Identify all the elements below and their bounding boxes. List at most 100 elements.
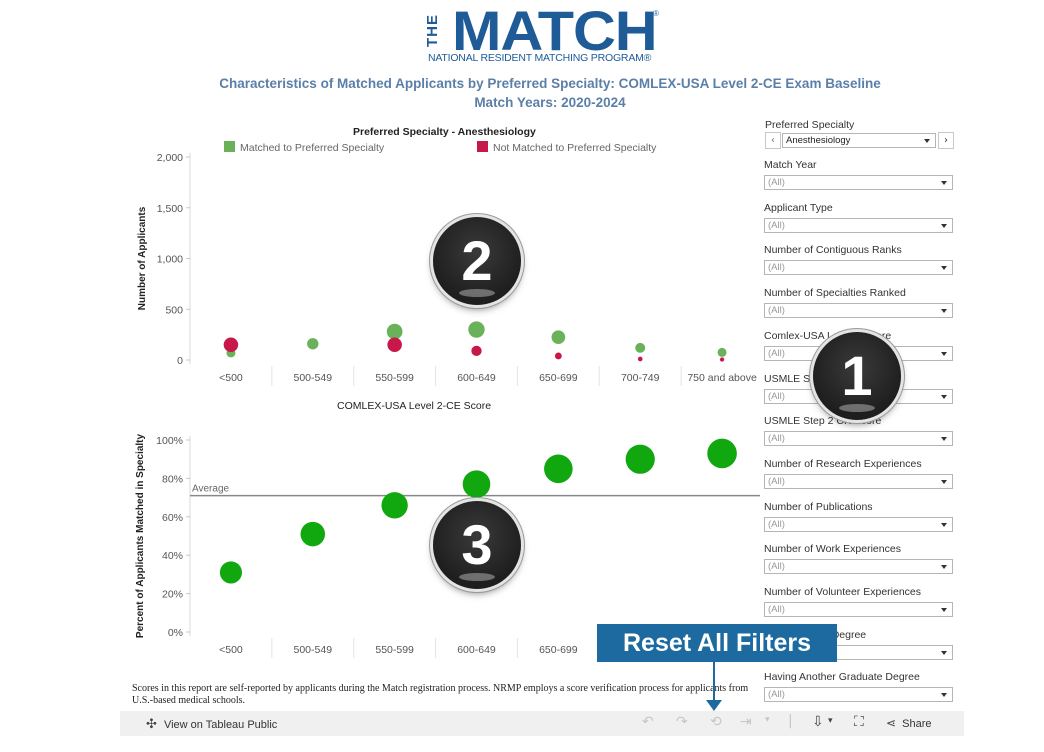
legend-matched[interactable]: Matched to Preferred Specialty — [224, 141, 384, 154]
legend-matched-swatch — [224, 141, 235, 152]
x-tick-label: 650-699 — [539, 644, 578, 656]
legend-matched-label: Matched to Preferred Specialty — [240, 142, 385, 154]
data-point[interactable] — [468, 321, 485, 338]
data-point[interactable] — [307, 338, 319, 350]
download-icon[interactable]: ⇩ — [812, 714, 824, 730]
data-point[interactable] — [635, 342, 646, 353]
filter-value: (All) — [768, 262, 785, 274]
y-tick-label: 1,000 — [157, 254, 183, 266]
chart-applicants-count[interactable]: 0 500 1,000 1,500 2,000 Number of Applicants <… — [128, 150, 763, 395]
data-point[interactable] — [300, 521, 326, 547]
chevron-right-icon: › — [944, 135, 948, 146]
legend-not-matched[interactable]: Not Matched to Preferred Specialty — [477, 141, 656, 154]
chevron-down-icon — [941, 693, 947, 698]
filter-label: Match Year — [764, 159, 817, 171]
toolbar-divider-icon: | — [788, 713, 793, 729]
x-tick-label: 550-599 — [375, 644, 414, 656]
filter-value: (All) — [768, 219, 785, 231]
legend-not-matched-swatch — [477, 141, 488, 152]
y-tick-label: 500 — [165, 304, 183, 316]
y-tick-label: 40% — [162, 550, 183, 562]
share-label: Share — [902, 718, 932, 730]
data-point[interactable] — [637, 356, 643, 362]
legend-not-matched-label: Not Matched to Preferred Specialty — [493, 142, 657, 154]
data-point[interactable] — [462, 470, 491, 498]
fullscreen-icon[interactable]: ⛶ — [854, 714, 864, 730]
chevron-down-icon — [941, 351, 947, 356]
filter-label: Number of Research Experiences — [764, 457, 922, 470]
chart1-title: Preferred Specialty - Anesthesiology — [353, 126, 536, 138]
data-point[interactable] — [719, 357, 725, 362]
download-dropdown-icon[interactable]: ▾ — [828, 716, 833, 726]
y-tick-label: 20% — [162, 589, 183, 601]
filter-value: (All) — [768, 561, 785, 573]
filter-label: Number of Specialties Ranked — [764, 287, 906, 300]
filter-value: (All) — [768, 433, 785, 445]
undo-icon[interactable]: ↶ — [642, 714, 654, 730]
filter-select[interactable]: (All) — [764, 687, 953, 703]
data-point[interactable] — [717, 347, 727, 357]
filter-next-button[interactable]: › — [938, 132, 954, 149]
x-tick-label: 600-649 — [457, 644, 496, 656]
view-on-tableau-link[interactable]: ✣ View on Tableau Public — [146, 716, 277, 732]
data-point[interactable] — [707, 438, 737, 469]
filter-value: (All) — [768, 347, 785, 359]
filter-select[interactable]: (All) — [764, 303, 953, 319]
x-tick-label: <500 — [219, 644, 243, 656]
chevron-down-icon — [941, 522, 947, 527]
chart-percent-matched[interactable]: 0% 20% 40% 60% 80% 100% Percent of Applicants … — [128, 420, 763, 670]
data-point[interactable] — [387, 337, 402, 353]
logo-registered-mark: ® — [653, 9, 659, 18]
chevron-down-icon — [941, 181, 947, 185]
data-point[interactable] — [381, 492, 408, 519]
reset-callout-arrow-icon — [706, 700, 722, 711]
filter-value: (All) — [768, 177, 785, 188]
chevron-down-icon — [941, 650, 947, 655]
data-point[interactable] — [551, 330, 566, 345]
filter-select[interactable]: (All) — [764, 217, 953, 233]
chevron-down-icon — [924, 139, 930, 143]
data-point[interactable] — [219, 561, 242, 584]
filter-select[interactable]: (All) — [764, 602, 953, 617]
filter-select[interactable]: (All) — [764, 431, 953, 447]
filter-value: (All) — [768, 475, 785, 487]
chevron-down-icon — [941, 437, 947, 442]
y-axis-title: Percent of Applicants Matched in Special… — [135, 434, 146, 639]
filter-label: Number of Publications — [764, 500, 873, 513]
step-badge-2: 2 — [433, 217, 521, 305]
data-point[interactable] — [386, 323, 403, 340]
step-badge-3: 3 — [433, 501, 521, 589]
chart-x-axis-title: COMLEX-USA Level 2-CE Score — [337, 400, 492, 412]
filter-select[interactable]: (All) — [764, 260, 953, 276]
y-tick-label: 80% — [162, 473, 183, 485]
data-point[interactable] — [544, 454, 573, 484]
chevron-down-icon — [941, 565, 947, 570]
share-button[interactable]: ⋖ Share — [886, 716, 931, 730]
filter-label: Having Another Graduate Degree — [764, 671, 920, 684]
chevron-down-icon — [941, 266, 947, 271]
view-on-tableau-label: View on Tableau Public — [163, 719, 278, 731]
filter-select[interactable]: (All) — [764, 473, 953, 489]
filter-select[interactable]: (All) — [764, 175, 953, 190]
revert-icon[interactable]: ⟲ — [710, 714, 722, 730]
y-tick-label: 2,000 — [157, 152, 183, 164]
x-tick-label: 500-549 — [294, 372, 333, 384]
filter-prev-button[interactable]: ‹ — [765, 132, 781, 149]
filter-select[interactable]: (All) — [764, 516, 953, 532]
share-icon: ⋖ — [886, 716, 897, 730]
filter-select[interactable]: (All) — [764, 559, 953, 575]
data-point[interactable] — [471, 345, 482, 357]
refresh-dropdown-icon[interactable]: ▾ — [765, 715, 770, 725]
y-tick-label: 0% — [168, 627, 183, 639]
filter-label: Applicant Type — [764, 201, 833, 214]
filter-specialty-select[interactable]: Anesthesiology — [782, 133, 936, 148]
filter-label: Number of Work Experiences — [764, 543, 901, 556]
refresh-icon[interactable]: ⇥ — [740, 714, 752, 730]
tableau-logo-icon: ✣ — [146, 716, 157, 731]
filter-specialty-value: Anesthesiology — [786, 135, 851, 146]
redo-icon[interactable]: ↷ — [676, 714, 688, 730]
x-tick-label: 600-649 — [457, 372, 496, 384]
data-point[interactable] — [625, 444, 655, 474]
data-point[interactable] — [554, 352, 562, 360]
data-point[interactable] — [223, 337, 239, 353]
